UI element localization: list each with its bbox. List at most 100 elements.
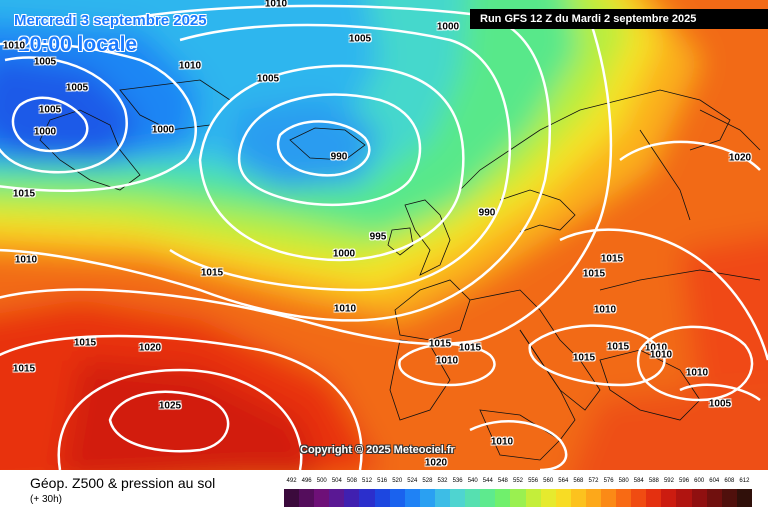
pressure-label: 1005 bbox=[708, 398, 732, 410]
pressure-label: 1010 bbox=[649, 349, 673, 361]
pressure-label: 1005 bbox=[38, 104, 62, 116]
scale-swatch bbox=[404, 489, 420, 507]
scale-swatch bbox=[419, 489, 435, 507]
scale-swatch bbox=[661, 489, 677, 507]
scale-value: 612 bbox=[739, 478, 750, 484]
scale-value: 536 bbox=[452, 478, 463, 484]
scale-swatch bbox=[480, 489, 496, 507]
scale-value: 548 bbox=[497, 478, 508, 484]
scale-swatch bbox=[299, 489, 315, 507]
pressure-label: 1015 bbox=[12, 363, 36, 375]
scale-value: 596 bbox=[679, 478, 690, 484]
forecast-time: 20:00 locale bbox=[18, 33, 138, 56]
pressure-label: 1005 bbox=[33, 56, 57, 68]
scale-value: 516 bbox=[377, 478, 388, 484]
scale-value: 540 bbox=[467, 478, 478, 484]
scale-value: 568 bbox=[573, 478, 584, 484]
scale-value: 508 bbox=[346, 478, 357, 484]
pressure-label: 1010 bbox=[490, 436, 514, 448]
pressure-label: 1020 bbox=[728, 152, 752, 164]
map-canvas bbox=[0, 0, 768, 470]
pressure-label: 1010 bbox=[435, 355, 459, 367]
scale-swatch bbox=[495, 489, 511, 507]
pressure-label: 1020 bbox=[138, 342, 162, 354]
pressure-label: 1005 bbox=[348, 33, 372, 45]
pressure-label: 1000 bbox=[151, 124, 175, 136]
scale-swatch bbox=[616, 489, 632, 507]
pressure-label: 1015 bbox=[600, 253, 624, 265]
scale-value: 544 bbox=[482, 478, 493, 484]
scale-value: 584 bbox=[633, 478, 644, 484]
scale-swatch bbox=[329, 489, 345, 507]
scale-value: 572 bbox=[588, 478, 599, 484]
pressure-label: 1000 bbox=[436, 21, 460, 33]
scale-swatch bbox=[721, 489, 737, 507]
legend-bar: Géop. Z500 & pression au sol (+ 30h) 492… bbox=[0, 470, 768, 512]
pressure-label: 1010 bbox=[264, 0, 288, 10]
pressure-label: 1010 bbox=[593, 304, 617, 316]
scale-value: 556 bbox=[528, 478, 539, 484]
scale-value: 528 bbox=[422, 478, 433, 484]
pressure-label: 1010 bbox=[333, 303, 357, 315]
scale-value: 576 bbox=[603, 478, 614, 484]
pressure-label: 990 bbox=[330, 151, 348, 163]
pressure-label: 1020 bbox=[424, 457, 448, 469]
pressure-label: 1015 bbox=[582, 268, 606, 280]
pressure-label: 1015 bbox=[606, 341, 630, 353]
pressure-label: 1010 bbox=[644, 342, 668, 354]
scale-value: 608 bbox=[724, 478, 735, 484]
pressure-label: 1005 bbox=[256, 73, 280, 85]
scale-swatch bbox=[631, 489, 647, 507]
color-scale-labels: 492 496 500 504 508 512 516 520 524 528 532 536 540 5… bbox=[284, 478, 752, 488]
scale-value: 496 bbox=[301, 478, 312, 484]
scale-value: 552 bbox=[512, 478, 524, 484]
scale-swatch bbox=[465, 489, 481, 507]
pressure-label: 1010 bbox=[685, 367, 709, 379]
pressure-label: 995 bbox=[369, 231, 387, 243]
pressure-label: 1010 bbox=[2, 40, 26, 52]
scale-swatch bbox=[510, 489, 526, 507]
scale-value: 604 bbox=[709, 478, 720, 484]
scale-value: 588 bbox=[648, 478, 659, 484]
scale-swatch bbox=[374, 489, 390, 507]
scale-swatch bbox=[676, 489, 692, 507]
scale-swatch bbox=[570, 489, 586, 507]
scale-swatch bbox=[646, 489, 662, 507]
scale-swatch bbox=[706, 489, 722, 507]
scale-swatch bbox=[434, 489, 451, 507]
pressure-label: 1000 bbox=[33, 126, 57, 138]
copyright-text: Copyright © 2025 Meteociel.fr bbox=[300, 444, 455, 456]
color-scale bbox=[284, 489, 752, 507]
pressure-label: 1015 bbox=[200, 267, 224, 279]
scale-value: 564 bbox=[558, 478, 569, 484]
pressure-label: 1015 bbox=[572, 352, 596, 364]
scale-swatch bbox=[525, 489, 541, 507]
pressure-label: 1005 bbox=[65, 82, 89, 94]
legend-title: Géop. Z500 & pression au sol bbox=[30, 475, 216, 491]
scale-swatch bbox=[600, 489, 617, 507]
legend-subtitle: (+ 30h) bbox=[30, 494, 62, 505]
scale-value: 592 bbox=[663, 478, 674, 484]
scale-swatch bbox=[736, 489, 752, 507]
scale-swatch bbox=[555, 489, 571, 507]
scale-value: 560 bbox=[543, 478, 554, 484]
scale-swatch bbox=[314, 489, 330, 507]
scale-value: 520 bbox=[392, 478, 403, 484]
pressure-label: 1000 bbox=[332, 248, 356, 260]
scale-value: 580 bbox=[618, 478, 629, 484]
scale-value: 512 bbox=[362, 478, 373, 484]
pressure-label: 1010 bbox=[14, 254, 38, 266]
scale-value: 500 bbox=[316, 478, 327, 484]
scale-swatch bbox=[585, 489, 601, 507]
run-info-box: Run GFS 12 Z du Mardi 2 septembre 2025 bbox=[470, 9, 768, 29]
isobars bbox=[0, 4, 768, 470]
scale-value: 492 bbox=[286, 478, 297, 484]
forecast-date: Mercredi 3 septembre 2025 bbox=[14, 12, 207, 29]
scale-swatch bbox=[691, 489, 707, 507]
geopotential-field bbox=[0, 0, 768, 470]
scale-value: 524 bbox=[407, 478, 418, 484]
scale-value: 532 bbox=[437, 478, 448, 484]
scale-swatch bbox=[284, 489, 300, 507]
pressure-label: 1025 bbox=[158, 400, 182, 412]
weather-map: Mercredi 3 septembre 2025 20:00 locale R… bbox=[0, 0, 768, 470]
